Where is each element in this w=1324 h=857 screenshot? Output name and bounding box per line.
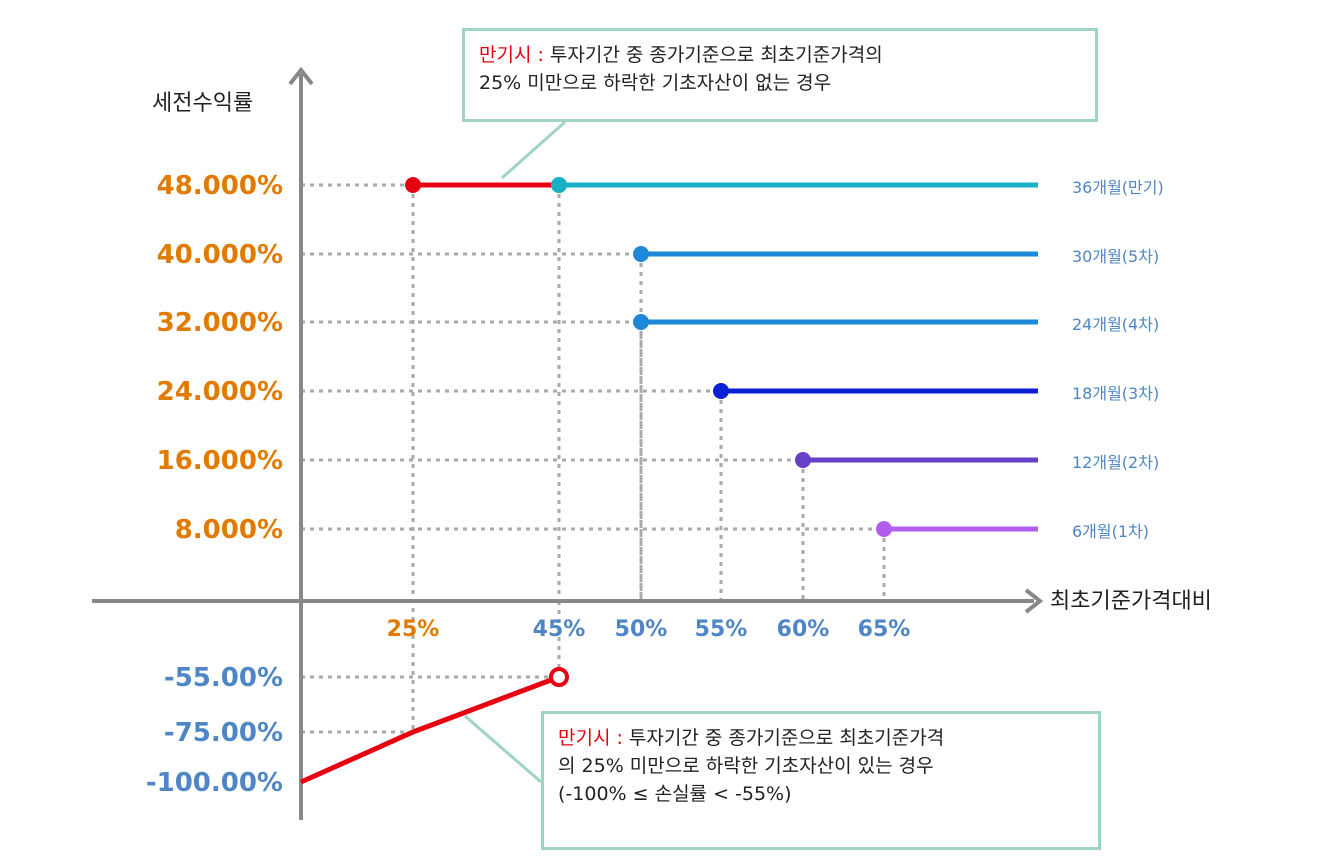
y-tick-label: 40.000% [157,240,283,270]
series-label: 6개월(1차) [1072,522,1149,541]
y-tick-label: 8.000% [175,515,283,545]
series-label: 12개월(2차) [1072,453,1159,472]
x-tick-labels: 25% 45% 50% 55% 60% 65% [387,617,911,642]
series-label: 24개월(4차) [1072,315,1159,334]
maturity-gain-marker [405,177,421,193]
y-tick-label: -100.00% [146,768,283,798]
series-lines [299,182,1038,785]
note-prefix: 만기시 : [558,727,623,749]
maturity-loss-note: 만기시 : 투자기간 중 종가기준으로 최초기준가격 의 25% 미만으로 하락… [541,711,1101,850]
series-marker [633,246,649,262]
maturity-loss-open-marker [549,667,569,687]
x-axis-title: 최초기준가격대비 [1050,589,1212,614]
note-prefix: 만기시 : [479,44,544,66]
series-markers [405,177,892,687]
note-text-line2: 25% 미만으로 하락한 기초자산이 없는 경우 [479,72,832,94]
axes: 세전수익률 최초기준가격대비 [92,66,1212,820]
y-tick-label: -55.00% [164,663,283,693]
note-text-line2: 의 25% 미만으로 하락한 기초자산이 있는 경우 [558,755,934,777]
note-connectors [464,120,566,784]
x-tick-label: 50% [615,617,668,642]
series-label: 36개월(만기) [1072,178,1164,197]
series-marker [876,521,892,537]
y-tick-label: 48.000% [157,171,283,201]
maturity-loss-line [299,674,560,785]
note-text-line3: (-100% ≤ 손실률 < -55%) [558,783,792,805]
y-tick-label: 16.000% [157,446,283,476]
y-axis-title: 세전수익률 [152,91,253,116]
x-tick-label: 65% [858,617,911,642]
top-note-connector [501,120,566,180]
series-marker [633,314,649,330]
note-text: 투자기간 중 종가기준으로 최초기준가격의 [543,44,883,66]
x-tick-label: 60% [777,617,830,642]
series-label: 30개월(5차) [1072,247,1159,266]
series-label: 18개월(3차) [1072,384,1159,403]
y-tick-label: -75.00% [164,718,283,748]
y-axis-arrow [288,66,314,86]
x-axis-arrow [1024,588,1044,614]
y-tick-labels: 48.000% 40.000% 32.000% 24.000% 16.000% 8.000… [146,171,283,798]
series-marker [795,452,811,468]
note-text: 투자기간 중 종가기준으로 최초기준가격 [622,727,945,749]
series-marker [713,383,729,399]
series-labels: 36개월(만기) 30개월(5차) 24개월(4차) 18개월(3차) 12개월(2차)… [1072,178,1164,541]
y-tick-label: 32.000% [157,308,283,338]
y-tick-label: 24.000% [157,377,283,407]
bottom-note-connector [464,714,542,784]
x-tick-label: 45% [533,617,586,642]
maturity-gain-note: 만기시 : 투자기간 중 종가기준으로 최초기준가격의 25% 미만으로 하락한… [462,28,1098,122]
x-tick-label: 55% [695,617,748,642]
series-marker [551,177,567,193]
x-tick-label: 25% [387,617,440,642]
guide-lines [301,183,886,734]
